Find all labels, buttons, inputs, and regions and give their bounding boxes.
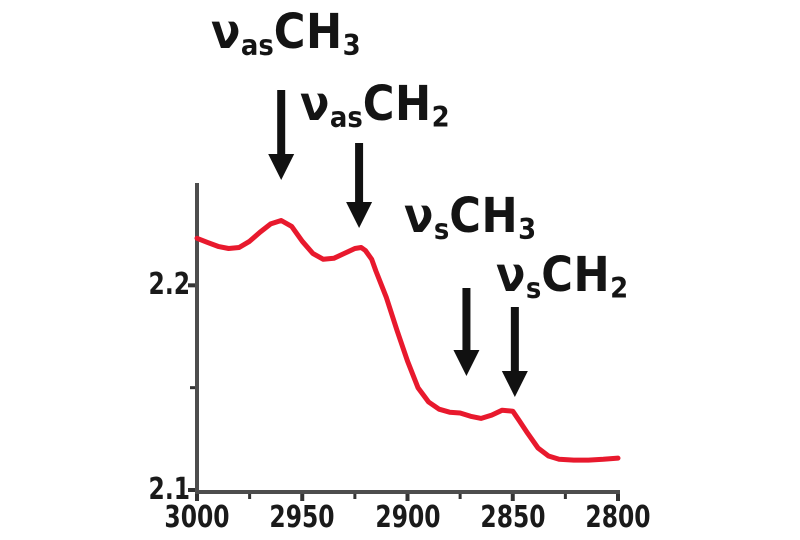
x-major-tick-2900 <box>405 494 410 501</box>
x-axis-line <box>195 490 620 494</box>
x-minor-tick <box>458 494 462 499</box>
annotation-arrow-shaft-nu-as-ch2 <box>355 143 364 206</box>
annotation-arrow-shaft-nu-s-ch2 <box>510 307 519 375</box>
x-major-tick-2800 <box>616 494 620 501</box>
annotation-arrow-head-nu-s-ch2 <box>501 371 528 397</box>
annotation-arrow-head-nu-as-ch2 <box>346 202 373 228</box>
y-minor-tick <box>190 386 195 390</box>
y-major-tick-2.1 <box>188 488 195 492</box>
annotation-arrow-shaft-nu-s-ch3 <box>462 288 471 354</box>
x-major-tick-3000 <box>195 494 199 501</box>
x-minor-tick <box>248 494 252 499</box>
x-minor-tick <box>353 494 357 499</box>
spectrum-curve <box>194 218 621 463</box>
x-major-tick-2950 <box>300 494 305 501</box>
y-major-tick-2.2 <box>188 283 195 288</box>
x-major-tick-2850 <box>510 494 515 501</box>
annotation-arrow-head-nu-s-ch3 <box>453 350 480 376</box>
annotation-arrow-head-nu-as-ch3 <box>268 154 295 180</box>
annotation-arrow-shaft-nu-as-ch3 <box>277 90 286 158</box>
x-minor-tick <box>563 494 567 499</box>
y-axis-line <box>195 183 199 494</box>
